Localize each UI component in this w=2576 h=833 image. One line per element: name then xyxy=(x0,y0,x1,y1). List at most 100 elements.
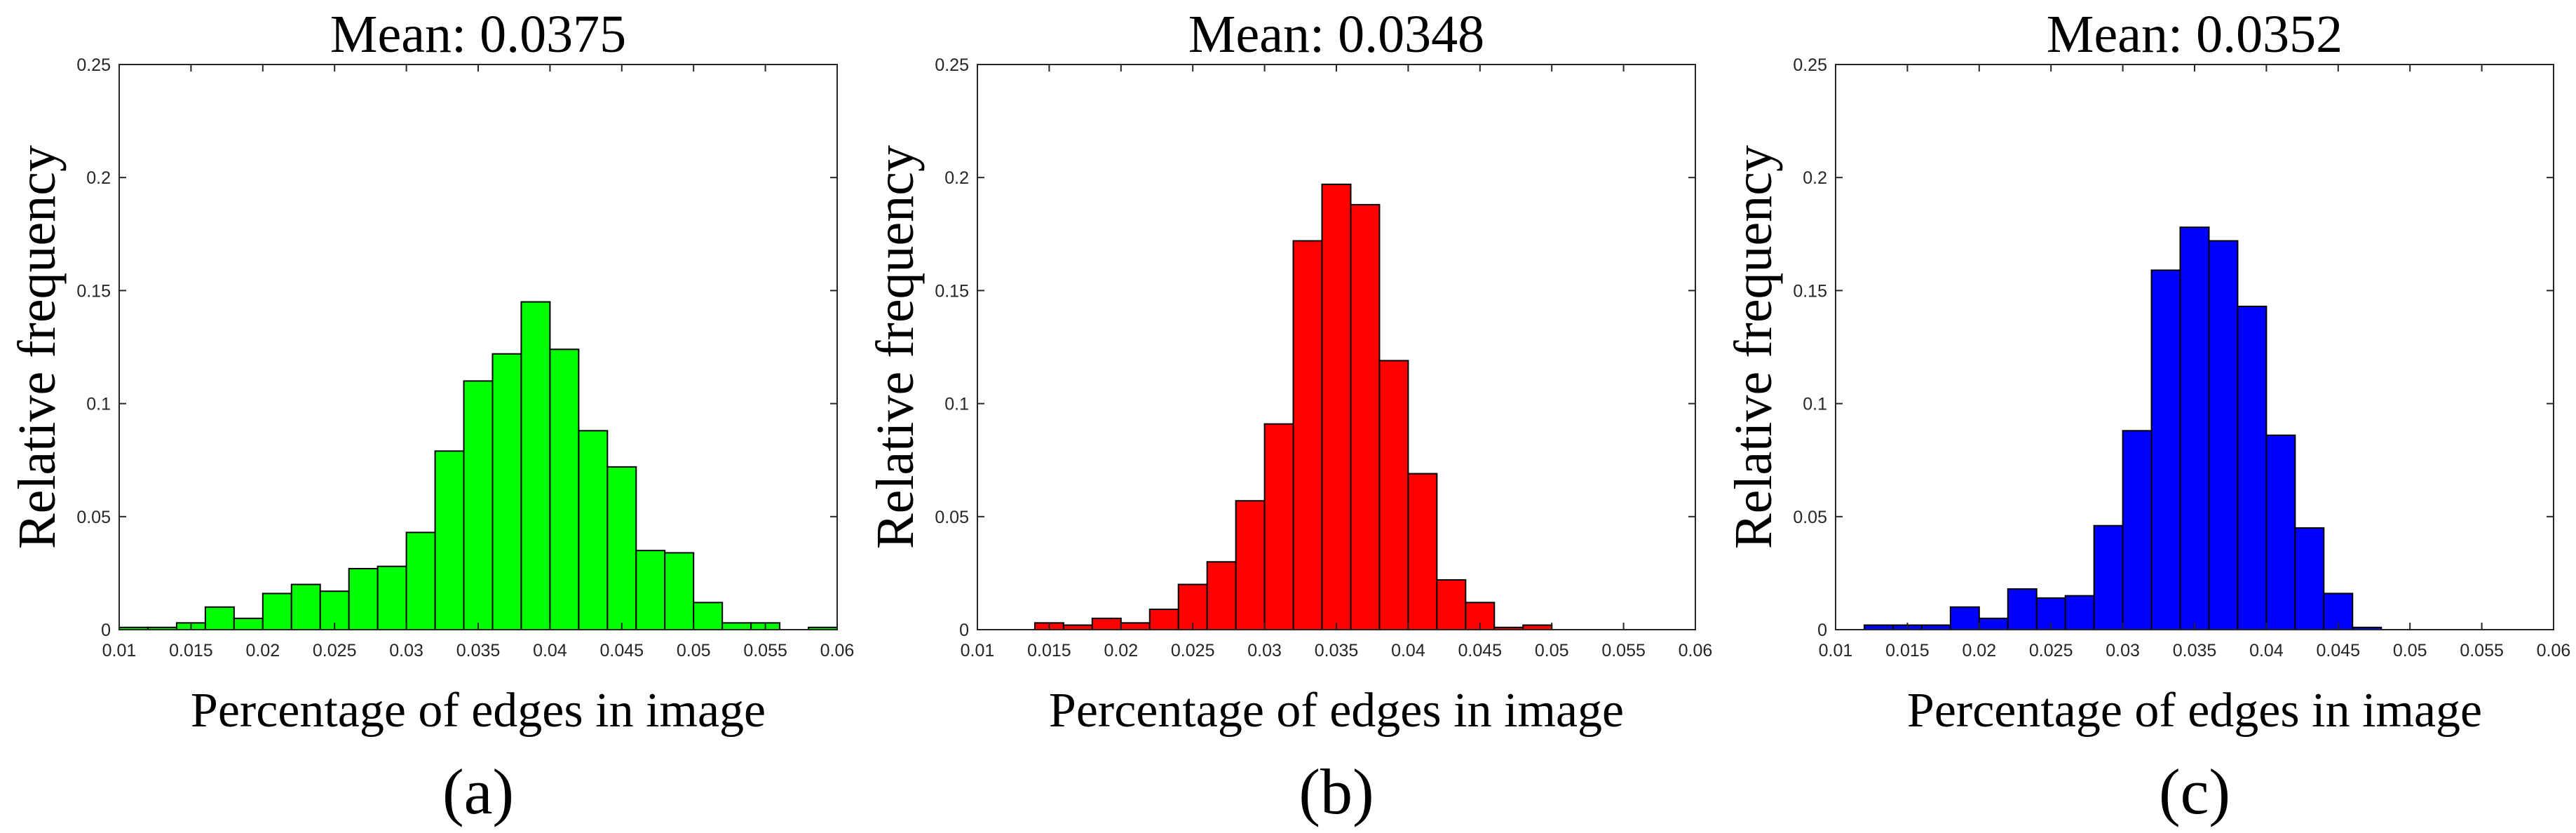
histogram-bar xyxy=(2294,527,2325,630)
x-tick-label: 0.01 xyxy=(1819,641,1853,661)
x-tick-label: 0.02 xyxy=(1962,641,1996,661)
x-axis-label: Percentage of edges in image xyxy=(1049,684,1624,738)
histogram-bar xyxy=(2007,588,2038,631)
histogram-bar xyxy=(463,380,494,630)
x-axis-label: Percentage of edges in image xyxy=(1907,684,2482,738)
y-tick-label: 0.05 xyxy=(1793,508,1827,527)
x-tick-label: 0.035 xyxy=(456,641,501,661)
bars xyxy=(1033,183,1553,631)
histogram-bar xyxy=(262,592,292,631)
x-tick-label: 0.045 xyxy=(2317,641,2361,661)
histogram-bar xyxy=(1235,500,1266,630)
histogram-bar xyxy=(1378,360,1409,630)
histogram-bar xyxy=(1407,473,1438,630)
histogram-bar xyxy=(1978,617,2009,631)
bars xyxy=(1863,226,2382,631)
histogram-bar xyxy=(1350,203,1381,630)
y-tick-label: 0 xyxy=(959,621,969,640)
y-axis-label: Relative frequency xyxy=(866,145,925,549)
histogram-bar xyxy=(492,353,522,630)
histogram-bar xyxy=(290,583,321,631)
histogram-bar xyxy=(348,567,379,631)
histogram-bar xyxy=(1292,240,1323,630)
histogram-bar xyxy=(1949,606,1980,631)
x-tick-label: 0.055 xyxy=(2460,641,2504,661)
histogram-bar xyxy=(721,622,752,631)
histogram-bar xyxy=(2093,524,2124,630)
x-tick-label: 0.035 xyxy=(1315,641,1359,661)
x-tick-label: 0.035 xyxy=(2173,641,2217,661)
y-tick-label: 0.25 xyxy=(76,55,111,75)
histogram-bar xyxy=(434,450,465,631)
histogram-bar xyxy=(549,348,580,630)
panel-caption: (a) xyxy=(442,756,514,827)
chart-title: Mean: 0.0352 xyxy=(2047,5,2343,64)
y-tick-label: 0 xyxy=(1817,621,1827,640)
x-tick-label: 0.03 xyxy=(2106,641,2140,661)
histogram-bar xyxy=(520,301,551,630)
x-axis-label: Percentage of edges in image xyxy=(191,684,766,738)
panel-caption: (c) xyxy=(2159,756,2230,827)
y-tick-label: 0.2 xyxy=(86,168,111,188)
histogram-bar xyxy=(1148,608,1179,631)
histogram-bar xyxy=(204,606,235,631)
y-tick-label: 0.15 xyxy=(1793,281,1827,301)
y-tick-label: 0.2 xyxy=(944,168,969,188)
x-tick-label: 0.025 xyxy=(313,641,357,661)
histogram-bar xyxy=(635,550,666,630)
x-tick-label: 0.045 xyxy=(600,641,644,661)
histogram-bar xyxy=(693,602,724,631)
histogram-bar xyxy=(405,531,436,630)
x-tick-label: 0.06 xyxy=(2537,641,2571,661)
histogram-bar xyxy=(664,552,695,630)
histogram-bar xyxy=(1091,617,1122,631)
y-tick-label: 0.05 xyxy=(935,508,969,527)
y-tick-label: 0.1 xyxy=(86,395,111,414)
x-tick-label: 0.04 xyxy=(1391,641,1425,661)
x-tick-label: 0.015 xyxy=(1885,641,1930,661)
y-tick-label: 0.1 xyxy=(944,395,969,414)
x-tick-label: 0.01 xyxy=(961,641,995,661)
x-tick-label: 0.02 xyxy=(1104,641,1138,661)
histogram-bar xyxy=(2265,434,2296,631)
x-tick-label: 0.04 xyxy=(533,641,567,661)
histogram-bar xyxy=(1263,423,1294,631)
y-tick-label: 0.2 xyxy=(1803,168,1827,188)
x-tick-label: 0.025 xyxy=(1171,641,1215,661)
x-tick-label: 0.055 xyxy=(1601,641,1646,661)
y-tick-label: 0.25 xyxy=(935,55,969,75)
x-tick-label: 0.05 xyxy=(1535,641,1569,661)
x-tick-label: 0.045 xyxy=(1458,641,1503,661)
histogram-bar xyxy=(2122,430,2153,631)
histogram-bar xyxy=(2179,226,2210,630)
x-tick-label: 0.02 xyxy=(245,641,280,661)
y-tick-label: 0.1 xyxy=(1803,395,1827,414)
y-tick-label: 0 xyxy=(101,621,111,640)
bars xyxy=(118,301,839,631)
y-axis-label: Relative frequency xyxy=(8,145,67,549)
y-axis-label: Relative frequency xyxy=(1724,145,1783,549)
histogram-bar xyxy=(578,430,609,631)
chart-panel-2: 0.01 0.015 0.02 0.025 0.03 0.035 0.04 0.045 0.05… xyxy=(866,5,1712,827)
chart-panel-1: 0.01 0.015 0.02 0.025 0.03 0.035 0.04 0.045 0.05… xyxy=(8,5,855,827)
histogram-bar xyxy=(2208,240,2239,630)
histogram-bar xyxy=(233,617,264,631)
histogram-bar xyxy=(2064,595,2095,631)
histogram-bar xyxy=(377,565,407,631)
y-tick-label: 0.15 xyxy=(935,281,969,301)
x-tick-label: 0.04 xyxy=(2249,641,2284,661)
y-tick-label: 0.05 xyxy=(76,508,111,527)
x-tick-label: 0.03 xyxy=(389,641,423,661)
x-tick-label: 0.015 xyxy=(1027,641,1071,661)
histogram-bar xyxy=(606,466,637,631)
x-tick-label: 0.01 xyxy=(102,641,137,661)
panel-caption: (b) xyxy=(1299,756,1374,827)
histogram-bar xyxy=(1436,579,1467,631)
x-tick-label: 0.015 xyxy=(169,641,213,661)
x-tick-label: 0.025 xyxy=(2029,641,2073,661)
x-tick-label: 0.06 xyxy=(820,641,855,661)
chart-title: Mean: 0.0375 xyxy=(330,5,626,64)
histogram-bar xyxy=(2150,269,2181,631)
x-tick-label: 0.055 xyxy=(743,641,787,661)
